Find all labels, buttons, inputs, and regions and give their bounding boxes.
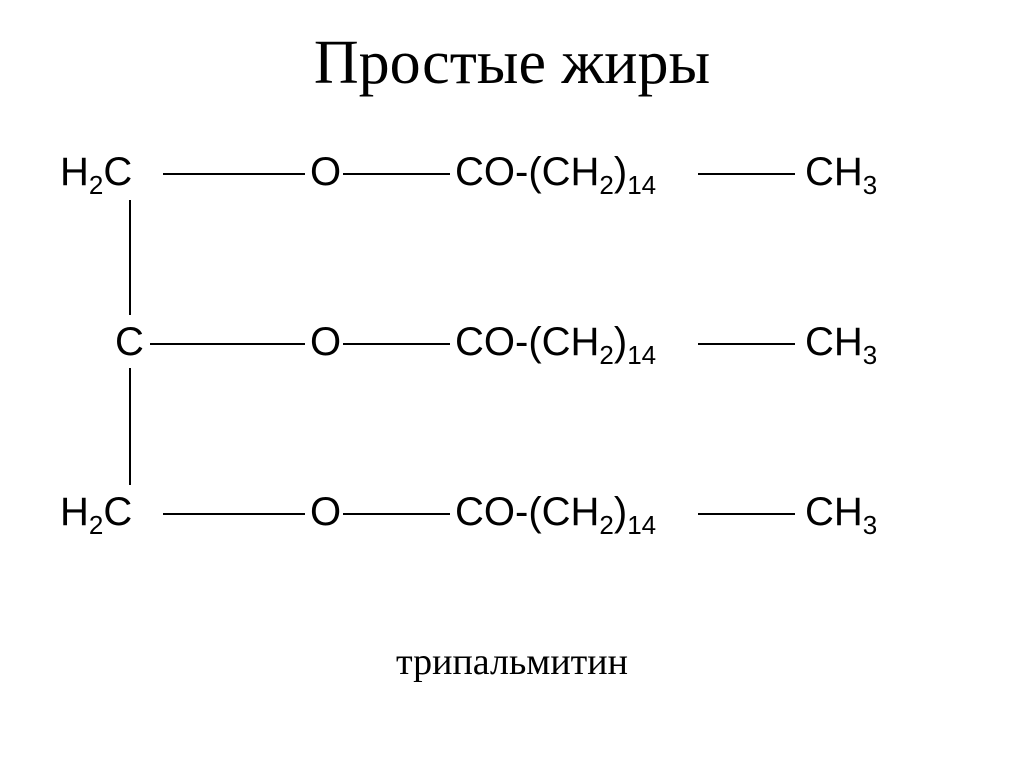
slide-title: Простые жиры [0,28,1024,99]
methyl-3: CH3 [805,490,877,535]
backbone-c-2: C [115,320,144,365]
methyl-1: CH3 [805,150,877,195]
acyl-group-3: CO-(CH2)14 [455,490,656,535]
backbone-c-3: H2C [60,490,132,535]
acyl-group-1: CO-(CH2)14 [455,150,656,195]
oxygen-2: O [310,320,341,365]
molecule-structure: H2C O CO-(CH2)14 CH3 C O CO-(CH2)14 CH3 H2C O CO-(… [60,150,960,590]
molecule-caption: трипальмитин [0,640,1024,684]
oxygen-1: O [310,150,341,195]
slide: Простые жиры H2C O CO-(CH2)14 CH3 C O CO-(CH2)… [0,0,1024,768]
oxygen-3: O [310,490,341,535]
backbone-c-1: H2C [60,150,132,195]
methyl-2: CH3 [805,320,877,365]
acyl-group-2: CO-(CH2)14 [455,320,656,365]
